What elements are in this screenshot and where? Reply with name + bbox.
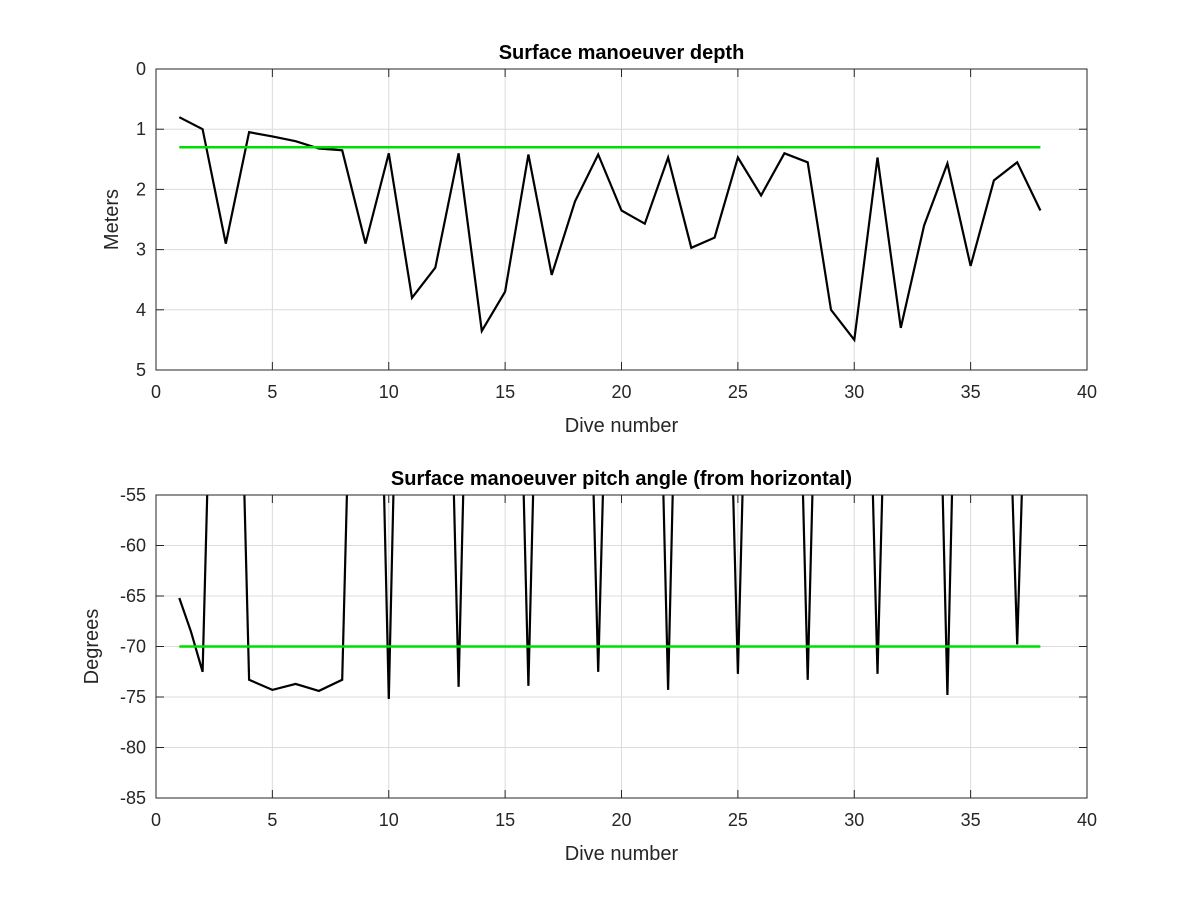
y-tick-label: -70: [120, 637, 146, 657]
x-tick-label: 0: [151, 382, 161, 402]
x-tick-label: 20: [611, 382, 631, 402]
y-tick-label: 1: [136, 119, 146, 139]
chart-title: Surface manoeuver depth: [499, 42, 745, 64]
x-tick-label: 40: [1077, 382, 1097, 402]
x-tick-label: 10: [379, 810, 399, 830]
y-tick-label: -85: [120, 788, 146, 808]
x-tick-label: 20: [611, 810, 631, 830]
y-axis-label: Degrees: [81, 609, 103, 685]
series-line-black: [178, 116, 1042, 343]
x-tick-label: 15: [495, 382, 515, 402]
y-tick-label: -75: [120, 687, 146, 707]
y-tick-label: 4: [136, 300, 146, 320]
x-tick-label: 0: [151, 810, 161, 830]
x-tick-label: 25: [728, 810, 748, 830]
x-tick-label: 10: [379, 382, 399, 402]
y-tick-label: -65: [120, 586, 146, 606]
x-tick-label: 5: [267, 810, 277, 830]
y-tick-label: -55: [120, 485, 146, 505]
y-tick-label: 5: [136, 360, 146, 380]
y-axis-label: Meters: [101, 189, 123, 250]
pitch-subplot: 0 5 10 15 20 25 30 35 40 -85 -80 -75 -70 -65 -60 -55 Sur…: [81, 468, 1097, 865]
x-axis-label: Dive number: [565, 843, 679, 865]
x-tick-label: 5: [267, 382, 277, 402]
y-tick-label: -80: [120, 738, 146, 758]
chart-title: Surface manoeuver pitch angle (from hori…: [391, 468, 852, 490]
y-tick-label: 0: [136, 59, 146, 79]
x-tick-label: 35: [961, 810, 981, 830]
x-tick-label: 35: [961, 382, 981, 402]
y-tick-label: 2: [136, 179, 146, 199]
series-line-black: [178, 495, 1023, 700]
x-axis-label: Dive number: [565, 415, 679, 437]
x-tick-label: 40: [1077, 810, 1097, 830]
y-tick-label: -60: [120, 536, 146, 556]
x-tick-label: 15: [495, 810, 515, 830]
x-tick-label: 30: [844, 382, 864, 402]
y-tick-label: 3: [136, 240, 146, 260]
x-tick-label: 25: [728, 382, 748, 402]
x-tick-label: 30: [844, 810, 864, 830]
